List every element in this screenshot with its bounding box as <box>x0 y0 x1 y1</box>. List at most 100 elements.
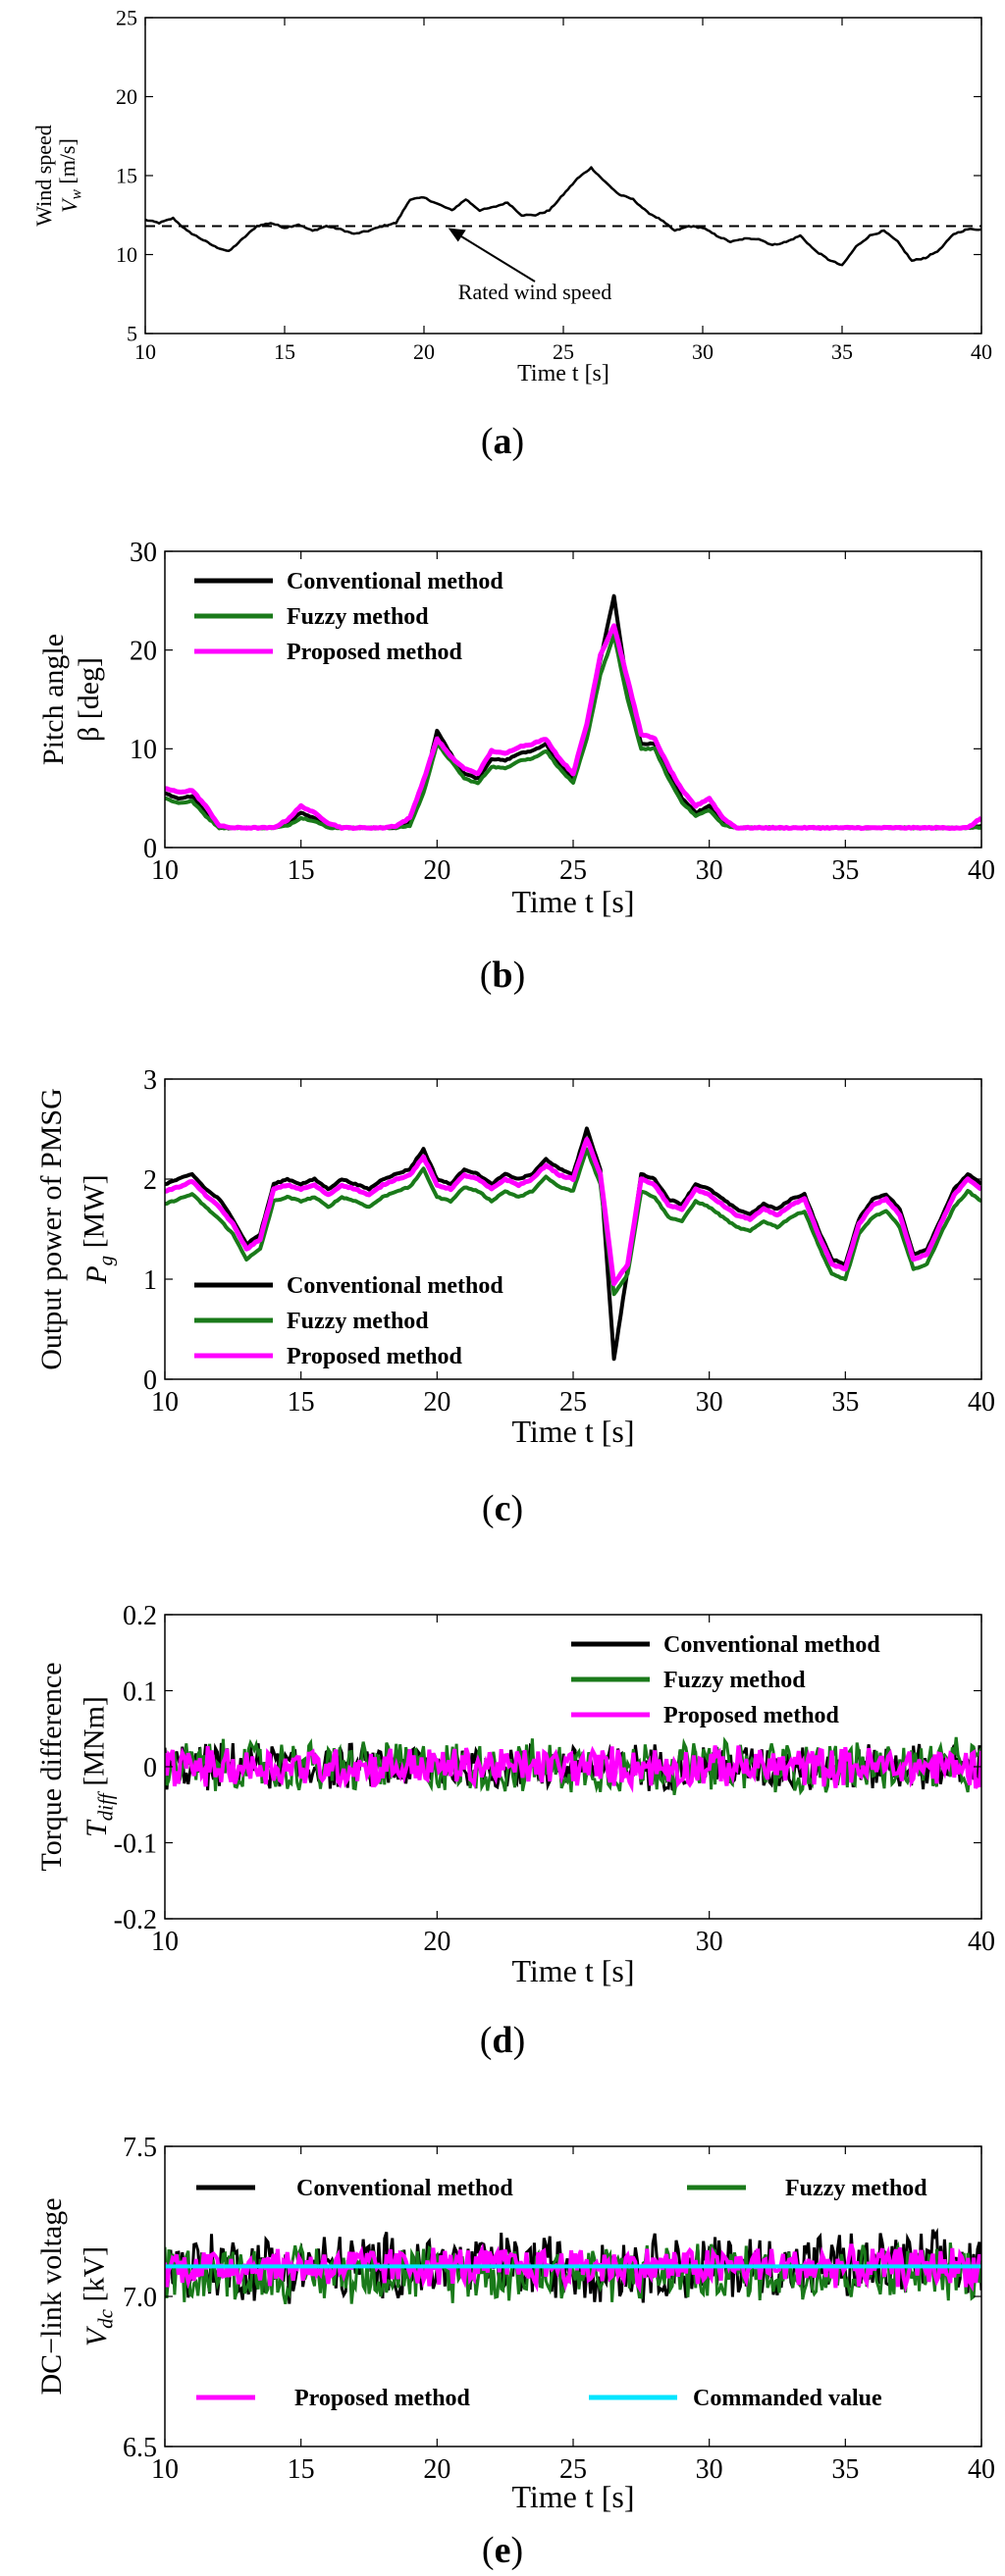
series-line-b-0 <box>165 593 981 831</box>
x-tick-label: 40 <box>968 2454 995 2485</box>
x-tick-label: 15 <box>288 1387 315 1417</box>
panel-label-d: (d) <box>480 2020 525 2061</box>
plot-area-e <box>165 2227 981 2305</box>
y-tick-label: 15 <box>116 164 137 188</box>
x-tick-label: 10 <box>151 2454 179 2485</box>
y-tick-label: 20 <box>116 84 137 109</box>
annotation-label: Rated wind speed <box>458 280 611 304</box>
chart-e: 10 15 20 25 30 35 40 6.5 7.0 7.5 Time t [s] DC−link… <box>35 2133 995 2571</box>
y-tick-label: 0 <box>143 834 157 864</box>
y-tick-label: 0.1 <box>123 1676 157 1707</box>
annotation-arrow <box>453 231 536 283</box>
x-tick-label: 25 <box>559 2454 587 2485</box>
y-axis-label: Pitch angle <box>37 634 70 765</box>
y-axis-label: Pg [MW] <box>78 1174 117 1284</box>
x-tick-label: 20 <box>423 1927 450 1957</box>
legend-label: Proposed method <box>287 640 463 665</box>
y-tick-label: 5 <box>127 322 137 346</box>
y-axis-label: DC−link voltage <box>35 2197 68 2395</box>
x-tick-label: 35 <box>831 855 859 886</box>
x-tick-label: 25 <box>559 855 587 886</box>
x-tick-label: 40 <box>968 1387 995 1417</box>
series-line-b-2 <box>165 623 981 831</box>
panel-label-e: (e) <box>482 2530 523 2571</box>
plot-area-a <box>145 166 981 267</box>
x-tick-label: 25 <box>559 1387 587 1417</box>
y-axis-label: β [deg] <box>73 657 105 742</box>
x-tick-label: 20 <box>413 339 435 364</box>
series-line-d-2 <box>165 1745 981 1793</box>
chart-d: 10 20 30 40 -0.2 -0.1 0 0.1 0.2 Time t [s] Torque … <box>35 1601 995 2061</box>
x-tick-label: 10 <box>151 1387 179 1417</box>
plot-area-d <box>165 1736 981 1796</box>
y-tick-label: 1 <box>143 1265 157 1296</box>
y-tick-label: 0 <box>143 1365 157 1396</box>
y-tick-label: 0 <box>143 1753 157 1783</box>
y-axis-label: Tdiff [MNm] <box>78 1696 117 1837</box>
x-tick-label: 40 <box>968 855 995 886</box>
chart-c: 10 15 20 25 30 35 40 0 1 2 3 Time t [s] Output power… <box>35 1065 995 1529</box>
legend-label: Proposed method <box>663 1703 840 1728</box>
x-tick-label: 30 <box>696 2454 723 2485</box>
x-tick-label: 30 <box>696 1387 723 1417</box>
x-tick-label: 15 <box>288 855 315 886</box>
legend-label: Fuzzy method <box>287 604 429 630</box>
x-tick-label: 40 <box>968 1927 995 1957</box>
x-tick-label: 35 <box>831 339 853 364</box>
panel-label-b: (b) <box>480 954 525 996</box>
y-tick-label: -0.2 <box>114 1905 157 1935</box>
legend-label: Conventional method <box>296 2176 513 2201</box>
y-axis-label: Vw [m/s] <box>55 138 85 213</box>
series-line-a-0 <box>145 166 981 267</box>
annotation-arrowhead <box>448 228 466 242</box>
y-tick-label: 3 <box>143 1065 157 1096</box>
legend-label: Conventional method <box>663 1632 880 1658</box>
panel-label-a: (a) <box>481 421 524 462</box>
x-axis-label: Time t [s] <box>511 2479 634 2514</box>
y-tick-label: 10 <box>116 242 137 267</box>
axes-frame-b <box>164 550 982 849</box>
x-tick-label: 25 <box>553 339 574 364</box>
legend-label: Commanded value <box>693 2386 882 2411</box>
y-tick-label: 2 <box>143 1165 157 1196</box>
y-axis-label: Torque difference <box>35 1662 68 1871</box>
series-line-e-1 <box>165 2241 981 2305</box>
y-tick-label: 10 <box>130 735 157 765</box>
y-tick-label: 6.5 <box>123 2433 157 2463</box>
legend-label: Conventional method <box>287 1273 503 1299</box>
x-tick-label: 20 <box>423 855 450 886</box>
x-tick-label: 15 <box>274 339 295 364</box>
x-tick-label: 40 <box>971 339 992 364</box>
plot-area-c <box>165 1126 981 1362</box>
x-axis-label: Time t [s] <box>511 884 634 919</box>
series-line-c-2 <box>165 1137 981 1287</box>
y-tick-label: 7.0 <box>123 2283 157 2313</box>
x-tick-label: 30 <box>692 339 714 364</box>
y-tick-label: 0.2 <box>123 1601 157 1631</box>
y-axis-label: Wind speed <box>31 125 56 227</box>
y-tick-label: 30 <box>130 538 157 568</box>
y-tick-label: 25 <box>116 6 137 30</box>
y-tick-label: 20 <box>130 636 157 666</box>
x-tick-label: 35 <box>831 2454 859 2485</box>
x-tick-label: 30 <box>696 1927 723 1957</box>
series-line-c-1 <box>165 1147 981 1297</box>
x-tick-label: 20 <box>423 1387 450 1417</box>
legend-label: Fuzzy method <box>287 1309 429 1334</box>
legend-label: Proposed method <box>294 2386 471 2411</box>
y-tick-label: 7.5 <box>123 2133 157 2163</box>
x-tick-label: 10 <box>151 1927 179 1957</box>
legend-label: Conventional method <box>287 569 503 594</box>
panel-label-c: (c) <box>482 1488 523 1529</box>
legend-label: Fuzzy method <box>663 1668 806 1693</box>
x-tick-label: 10 <box>134 339 156 364</box>
x-tick-label: 35 <box>831 1387 859 1417</box>
x-axis-label: Time t [s] <box>517 361 609 386</box>
x-tick-label: 20 <box>423 2454 450 2485</box>
legend-label: Proposed method <box>287 1344 463 1369</box>
x-tick-label: 30 <box>696 855 723 886</box>
y-tick-label: -0.1 <box>114 1829 157 1859</box>
